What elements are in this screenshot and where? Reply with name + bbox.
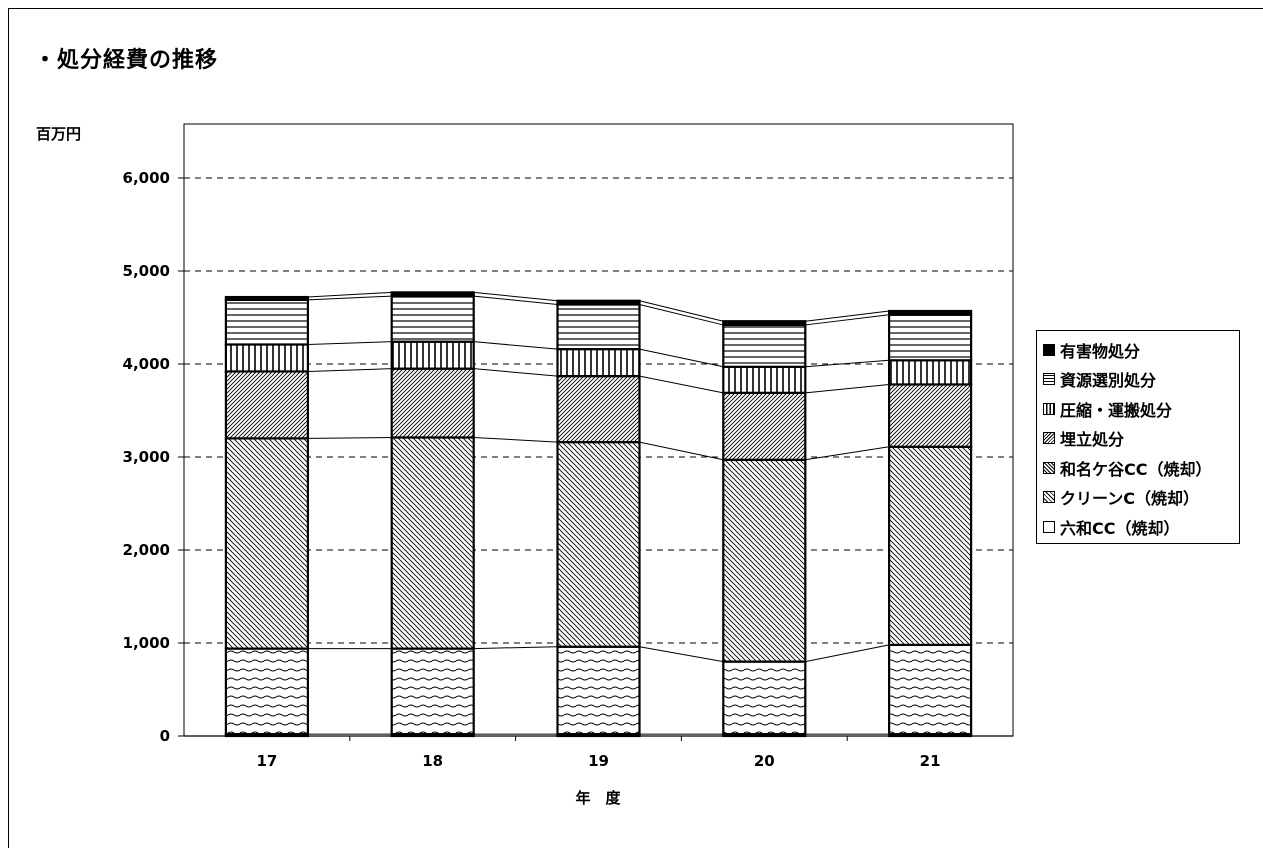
y-tick-label: 5,000 (123, 262, 170, 280)
series-connector (639, 646, 724, 663)
legend-item: 資源選別処分 (1043, 365, 1239, 395)
legend-swatch (1043, 343, 1055, 356)
bar-segment-3 (887, 383, 973, 448)
x-tick-label: 18 (422, 752, 443, 770)
bar-segment-2 (887, 445, 973, 646)
bar-segment-3 (224, 370, 309, 440)
bar-segment-1 (224, 647, 309, 736)
legend-item: 有害物処分 (1043, 335, 1239, 365)
x-tick-label: 20 (754, 752, 775, 770)
series-connector (473, 368, 558, 377)
bar-segment-2 (224, 437, 309, 650)
bar-segment-5 (556, 303, 641, 351)
legend-swatch (1043, 491, 1055, 504)
bar-segment-1 (722, 660, 807, 736)
series-connector (307, 291, 392, 298)
y-tick-label: 6,000 (123, 169, 170, 187)
y-tick-label: 0 (160, 727, 170, 745)
x-tick-label: 17 (256, 752, 277, 770)
legend: 有害物処分資源選別処分 圧縮・運搬処分 埋立処分和名ケ谷CC（焼却） クリーンC（焼却… (1036, 330, 1240, 544)
bar-segment-6 (556, 299, 641, 306)
bar-segment-4 (224, 343, 309, 373)
legend-swatch (1043, 520, 1055, 533)
bar-segment-6 (224, 295, 309, 301)
legend-swatch (1043, 432, 1055, 445)
bar-segment-6 (887, 309, 973, 316)
series-connector (639, 375, 724, 394)
series-connector (805, 644, 890, 663)
legend-item: 和名ケ谷CC（焼却） (1043, 453, 1239, 483)
legend-label: 圧縮・運搬処分 (1060, 400, 1173, 420)
bar-segment-5 (224, 298, 309, 346)
series-connector (473, 295, 558, 305)
bar-segment-4 (390, 340, 475, 370)
y-tick-label: 2,000 (123, 541, 170, 559)
legend-label: クリーンC（焼却） (1060, 489, 1199, 509)
legend-label: 和名ケ谷CC（焼却） (1060, 459, 1212, 479)
x-tick-label: 19 (588, 752, 609, 770)
series-connector (473, 341, 558, 350)
series-connector (473, 646, 558, 650)
legend-item: 埋立処分 (1043, 424, 1239, 454)
series-connector (805, 446, 890, 461)
x-tick-label: 21 (920, 752, 941, 770)
bar-segment-1 (390, 647, 475, 736)
y-tick-label: 1,000 (123, 634, 170, 652)
legend-label: 六和CC（焼却） (1060, 518, 1180, 538)
bar-stack-19 (556, 299, 641, 738)
series-connector (805, 310, 890, 322)
bar-segment-2 (390, 436, 475, 650)
y-tick-label: 3,000 (123, 448, 170, 466)
bar-stack-20 (722, 320, 807, 738)
legend-swatch (1043, 402, 1055, 415)
bar-segment-4 (887, 359, 973, 386)
series-connector (805, 314, 890, 326)
bar-segment-1 (887, 643, 973, 736)
series-connector (639, 300, 724, 322)
series-connector (307, 295, 392, 301)
bar-segment-3 (390, 367, 475, 439)
bar-segment-3 (722, 391, 807, 461)
bar-segment-6 (390, 291, 475, 298)
legend-item: 圧縮・運搬処分 (1043, 394, 1239, 424)
bar-segment-4 (722, 365, 807, 394)
y-axis-unit-label: 百万円 (36, 125, 82, 143)
bar-segment-5 (887, 313, 973, 362)
x-axis-label: 年 度 (575, 789, 621, 807)
series-connector (473, 291, 558, 302)
bar-segment-5 (390, 295, 475, 343)
bar-segment-4 (556, 348, 641, 378)
chart-frame (8, 8, 1263, 848)
legend-label: 資源選別処分 (1060, 371, 1157, 391)
series-connector (473, 436, 558, 443)
bar-segment-5 (722, 323, 807, 368)
legend-item: 六和CC（焼却） (1043, 512, 1239, 542)
series-connector (307, 368, 392, 372)
bar-stack-21 (887, 309, 973, 738)
series-connector (639, 348, 724, 368)
legend-label: 有害物処分 (1060, 341, 1141, 361)
bar-segment-3 (556, 374, 641, 444)
legend-swatch (1043, 373, 1055, 386)
bar-segment-2 (556, 441, 641, 648)
series-connector (639, 441, 724, 461)
series-connector (307, 341, 392, 345)
y-tick-label: 4,000 (123, 355, 170, 373)
series-connector (805, 359, 890, 368)
legend-label: 埋立処分 (1060, 430, 1125, 450)
legend-item: クリーンC（焼却） (1043, 483, 1239, 513)
bar-stack-18 (390, 291, 475, 738)
series-connector (307, 436, 392, 439)
legend-swatch (1043, 461, 1055, 474)
series-connector (639, 303, 724, 326)
bar-stack-17 (224, 295, 309, 738)
chart-title: ・処分経費の推移 (34, 48, 219, 73)
bar-segment-1 (556, 645, 641, 736)
bar-segment-2 (722, 458, 807, 663)
series-connector (805, 383, 890, 394)
bar-segment-6 (722, 320, 807, 327)
